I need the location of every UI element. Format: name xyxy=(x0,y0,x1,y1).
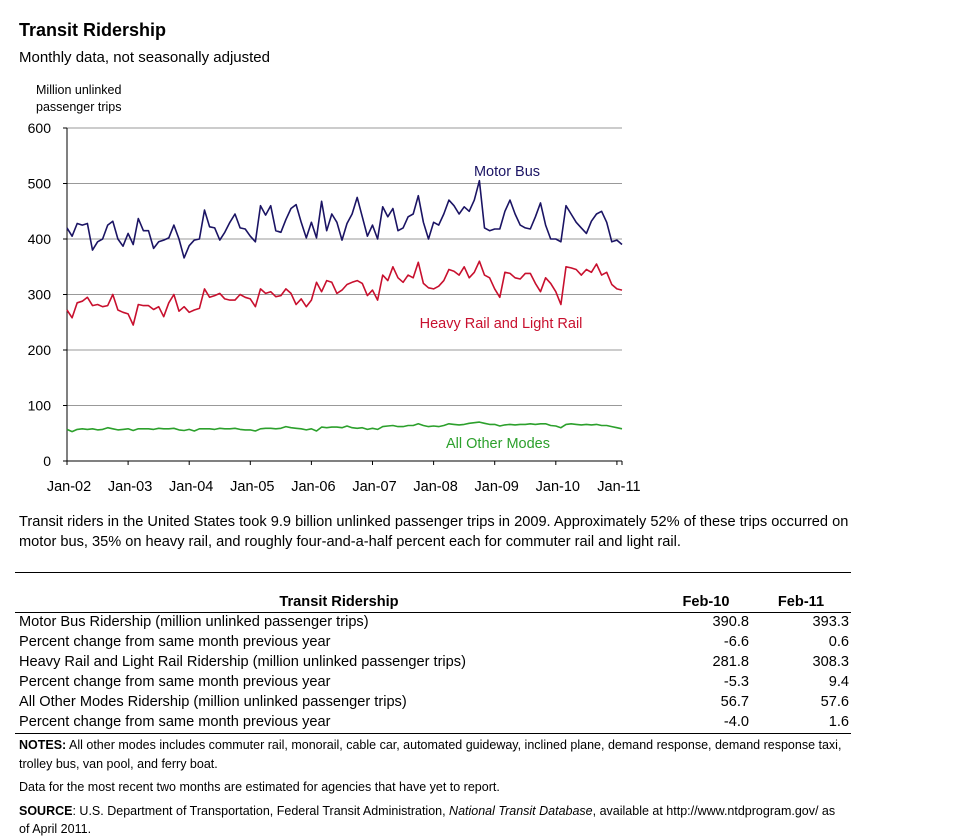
row-label: All Other Modes Ridership (million unlin… xyxy=(19,694,407,710)
source-body: : U.S. Department of Transportation, Fed… xyxy=(72,803,450,818)
table-row: Percent change from same month previous … xyxy=(17,672,851,692)
table-header-rule xyxy=(15,612,851,613)
row-label: Percent change from same month previous … xyxy=(19,674,331,690)
heavy-light-rail-label: Heavy Rail and Light Rail xyxy=(420,316,583,332)
source-text: SOURCE: U.S. Department of Transportatio… xyxy=(19,802,849,839)
x-tick-label: Jan-06 xyxy=(291,479,335,495)
table-row: Heavy Rail and Light Rail Ridership (mil… xyxy=(17,652,851,672)
table-header-row: Transit Ridership Feb-10 Feb-11 xyxy=(17,592,851,612)
all-other-modes-line xyxy=(66,421,623,433)
y-tick-label: 200 xyxy=(28,342,52,358)
table-header-feb11: Feb-11 xyxy=(777,594,825,610)
row-label: Heavy Rail and Light Rail Ridership (mil… xyxy=(19,654,466,670)
table-row: Percent change from same month previous … xyxy=(17,632,851,652)
table-row: All Other Modes Ridership (million unlin… xyxy=(17,692,851,712)
x-tick-label: Jan-08 xyxy=(413,479,457,495)
table-row: Motor Bus Ridership (million unlinked pa… xyxy=(17,612,851,632)
ridership-table: Transit Ridership Feb-10 Feb-11 Motor Bu… xyxy=(17,592,851,732)
row-feb10: 281.8 xyxy=(712,654,749,670)
table-header-feb10: Feb-10 xyxy=(682,594,730,610)
source-database-name: National Transit Database xyxy=(449,803,593,818)
page-title: Transit Ridership xyxy=(19,20,167,40)
x-tick-label: Jan-03 xyxy=(108,479,152,495)
row-feb10: 56.7 xyxy=(720,694,749,710)
page-subtitle: Monthly data, not seasonally adjusted xyxy=(19,49,270,66)
x-tick-label: Jan-10 xyxy=(536,479,580,495)
motor-bus-label: Motor Bus xyxy=(474,164,540,180)
x-tick-label: Jan-09 xyxy=(475,479,519,495)
x-tick-label: Jan-04 xyxy=(169,479,213,495)
x-tick-label: Jan-11 xyxy=(597,479,640,495)
row-feb11: 1.6 xyxy=(828,714,849,730)
x-tick-label: Jan-05 xyxy=(230,479,274,495)
source-label: SOURCE xyxy=(19,803,73,818)
row-feb10: -5.3 xyxy=(723,674,749,690)
y-tick-label: 300 xyxy=(28,287,52,303)
ridership-line-chart: 0 100 200 300 400 500 600 Jan-02 Jan-03 Jan-04 Jan… xyxy=(28,120,641,495)
table-bottom-rule xyxy=(15,733,851,734)
notes-text: NOTES: All other modes includes commuter… xyxy=(19,736,849,773)
motor-bus-line xyxy=(66,179,623,259)
y-axis-label: Million unlinked passenger trips xyxy=(36,82,166,116)
heavy-light-rail-line xyxy=(66,260,623,326)
row-label: Percent change from same month previous … xyxy=(19,634,331,650)
all-other-modes-label: All Other Modes xyxy=(446,436,550,452)
x-tick-label: Jan-07 xyxy=(352,479,396,495)
row-feb10: -4.0 xyxy=(723,714,749,730)
row-label: Motor Bus Ridership (million unlinked pa… xyxy=(19,614,369,630)
table-header-label: Transit Ridership xyxy=(279,594,399,610)
table-row: Percent change from same month previous … xyxy=(17,712,851,732)
table-top-rule xyxy=(15,572,851,573)
row-feb11: 308.3 xyxy=(812,654,849,670)
y-tick-label: 100 xyxy=(28,398,52,414)
summary-paragraph: Transit riders in the United States took… xyxy=(19,514,849,550)
row-feb10: 390.8 xyxy=(712,614,749,630)
y-tick-label: 500 xyxy=(28,176,52,192)
notes-label: NOTES: xyxy=(19,738,67,752)
y-axis-label-line-1: Million unlinked xyxy=(36,83,122,97)
notes-block: NOTES: All other modes includes commuter… xyxy=(19,736,849,839)
estimate-note: Data for the most recent two months are … xyxy=(19,780,500,794)
row-feb11: 57.6 xyxy=(820,694,849,710)
y-tick-label: 400 xyxy=(28,231,52,247)
y-axis-label-line-2: passenger trips xyxy=(36,100,122,114)
row-feb10: -6.6 xyxy=(723,634,749,650)
row-label: Percent change from same month previous … xyxy=(19,714,331,730)
x-tick-label: Jan-02 xyxy=(47,479,91,495)
row-feb11: 9.4 xyxy=(828,674,849,690)
row-feb11: 393.3 xyxy=(812,614,849,630)
y-tick-label: 600 xyxy=(28,120,52,136)
notes-body: All other modes includes commuter rail, … xyxy=(19,738,842,771)
y-tick-label: 0 xyxy=(43,453,51,469)
row-feb11: 0.6 xyxy=(828,634,849,650)
